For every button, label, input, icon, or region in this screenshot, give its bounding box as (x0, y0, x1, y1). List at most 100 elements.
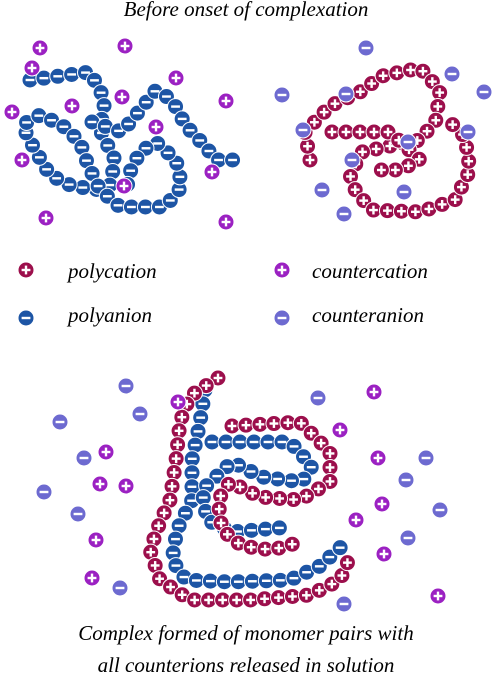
plus-ion (369, 449, 387, 467)
plus-ion (365, 123, 383, 141)
plus-ion (167, 69, 185, 87)
minus-ion (181, 121, 199, 139)
minus-ion (69, 505, 87, 523)
plus-ion (242, 538, 260, 556)
minus-ion (443, 65, 461, 83)
plus-ion (83, 569, 101, 587)
minus-ion (243, 572, 261, 590)
minus-ion (357, 39, 375, 57)
plus-ion (37, 209, 55, 227)
minus-ion (194, 489, 212, 507)
minus-ion (337, 85, 355, 103)
plus-ion (301, 151, 319, 169)
minus-ion (399, 133, 417, 151)
plus-ion (338, 554, 356, 572)
plus-ion (265, 415, 283, 433)
minus-ion (283, 472, 301, 490)
minus-ion (95, 97, 113, 115)
plus-ion (402, 61, 420, 79)
minus-ion (18, 113, 36, 131)
minus-ion (298, 563, 316, 581)
plus-ion (17, 261, 35, 279)
plus-ion (458, 138, 476, 156)
minus-ion (60, 176, 78, 194)
plus-ion (386, 161, 404, 179)
legend-label: counteranion (312, 303, 424, 327)
plus-ion (212, 487, 230, 505)
plus-ion (452, 178, 470, 196)
minus-ion (335, 205, 353, 223)
plus-ion (460, 152, 478, 170)
minus-ion (23, 136, 41, 154)
plus-ion (23, 59, 41, 77)
legend-label: polycation (66, 259, 157, 283)
plus-ion (163, 477, 181, 495)
plus-ion (244, 484, 262, 502)
plus-ion (116, 37, 134, 55)
plus-ion (31, 39, 49, 57)
minus-ion (309, 389, 327, 407)
plus-ion (299, 137, 317, 155)
minus-ion (131, 405, 149, 423)
plus-ion (367, 140, 385, 158)
minus-ion (335, 595, 353, 613)
plus-ion (337, 123, 355, 141)
minus-ion (259, 433, 277, 451)
caption: all counterions released in solution (98, 653, 395, 677)
plus-ion (406, 203, 424, 221)
plus-ion (186, 591, 204, 609)
plus-ion (229, 534, 247, 552)
minus-ion (75, 449, 93, 467)
minus-ion (294, 121, 312, 139)
plus-ion (433, 195, 451, 213)
plus-ion (347, 511, 365, 529)
minus-ion (176, 504, 194, 522)
plus-ion (228, 591, 246, 609)
plus-ion (87, 531, 105, 549)
plus-ion (217, 92, 235, 110)
minus-ion (399, 529, 417, 547)
plus-ion (150, 517, 168, 535)
plus-ion (97, 443, 115, 461)
minus-ion (201, 572, 219, 590)
legend-label: polyanion (66, 303, 152, 327)
plus-ion (388, 64, 406, 82)
plus-ion (219, 475, 237, 493)
plus-ion (321, 444, 339, 462)
plus-ion (200, 591, 218, 609)
minus-ion (295, 470, 313, 488)
minus-ion (192, 409, 210, 427)
plus-ion (459, 166, 477, 184)
minus-ion (166, 530, 184, 548)
minus-ion (271, 571, 289, 589)
minus-ion (331, 539, 349, 557)
plus-ion (113, 88, 131, 106)
plus-ion (333, 567, 351, 585)
minus-ion (431, 501, 449, 519)
minus-ion (255, 468, 273, 486)
minus-ion (245, 433, 263, 451)
minus-ion (242, 463, 260, 481)
minus-ion (186, 436, 204, 454)
plus-ion (310, 581, 328, 599)
plus-ion (392, 202, 410, 220)
minus-ion (256, 520, 274, 538)
minus-ion (273, 309, 291, 327)
plus-ion (270, 539, 288, 557)
plus-ion (210, 500, 228, 518)
plus-ion (217, 213, 235, 231)
minus-ion (224, 151, 242, 169)
minus-ion (189, 422, 207, 440)
minus-ion (77, 152, 95, 170)
plus-ion (331, 421, 349, 439)
plus-ion (309, 480, 327, 498)
plus-ion (242, 591, 260, 609)
minus-ion (183, 478, 201, 496)
plus-ion (91, 475, 109, 493)
minus-ion (111, 579, 129, 597)
plus-ion (283, 535, 301, 553)
plus-ion (170, 422, 188, 440)
minus-ion (30, 107, 48, 125)
minus-ion (313, 181, 331, 199)
